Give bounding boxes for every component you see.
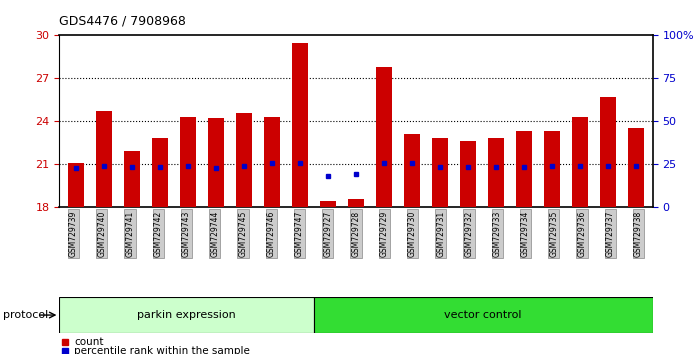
Bar xyxy=(460,141,475,207)
Text: GDS4476 / 7908968: GDS4476 / 7908968 xyxy=(59,14,186,27)
Bar xyxy=(320,201,336,207)
Text: protocol: protocol xyxy=(3,310,49,320)
Text: GSM729738: GSM729738 xyxy=(634,211,643,257)
Text: GSM729732: GSM729732 xyxy=(464,211,473,257)
Text: GSM729741: GSM729741 xyxy=(126,211,135,257)
Bar xyxy=(572,117,588,207)
Bar xyxy=(237,113,252,207)
Text: GSM729727: GSM729727 xyxy=(323,211,332,257)
Bar xyxy=(600,97,616,207)
Text: GSM729739: GSM729739 xyxy=(69,211,78,257)
Bar xyxy=(313,297,653,333)
Text: GSM729733: GSM729733 xyxy=(493,211,502,257)
Text: GSM729728: GSM729728 xyxy=(352,211,360,257)
Bar xyxy=(432,138,447,207)
Bar xyxy=(292,42,308,207)
Text: percentile rank within the sample: percentile rank within the sample xyxy=(74,346,250,354)
Bar xyxy=(544,131,560,207)
Bar xyxy=(68,163,84,207)
Text: GSM729737: GSM729737 xyxy=(606,211,615,257)
Bar xyxy=(96,111,112,207)
Text: GSM729729: GSM729729 xyxy=(380,211,389,257)
Text: count: count xyxy=(74,337,104,348)
Bar xyxy=(124,151,140,207)
Text: GSM729744: GSM729744 xyxy=(210,211,219,257)
Text: GSM729743: GSM729743 xyxy=(182,211,191,257)
Bar xyxy=(265,117,280,207)
Text: GSM729735: GSM729735 xyxy=(549,211,558,257)
Bar xyxy=(517,131,532,207)
Text: GSM729740: GSM729740 xyxy=(97,211,106,257)
Text: GSM729745: GSM729745 xyxy=(239,211,248,257)
Bar xyxy=(404,134,419,207)
Bar xyxy=(59,297,313,333)
Text: parkin expression: parkin expression xyxy=(137,310,236,320)
Bar xyxy=(376,67,392,207)
Bar xyxy=(348,199,364,207)
Text: GSM729746: GSM729746 xyxy=(267,211,276,257)
Bar xyxy=(180,117,195,207)
Text: GSM729736: GSM729736 xyxy=(577,211,586,257)
Text: GSM729734: GSM729734 xyxy=(521,211,530,257)
Bar xyxy=(152,138,168,207)
Text: GSM729747: GSM729747 xyxy=(295,211,304,257)
Text: vector control: vector control xyxy=(445,310,522,320)
Bar xyxy=(488,138,503,207)
Text: GSM729731: GSM729731 xyxy=(436,211,445,257)
Text: GSM729742: GSM729742 xyxy=(154,211,163,257)
Bar xyxy=(628,129,644,207)
Text: GSM729730: GSM729730 xyxy=(408,211,417,257)
Bar xyxy=(209,118,224,207)
